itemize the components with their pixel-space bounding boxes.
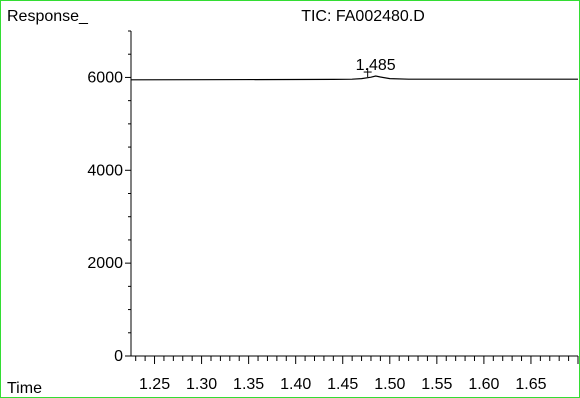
x-tick-label: 1.55 — [421, 376, 452, 393]
axes: 0 2000 4000 6000 1.25 1.30 1.35 1.40 1.45 1.50 1.5… — [87, 30, 579, 393]
tic-trace-line — [130, 75, 578, 81]
y-tick-label: 6000 — [87, 69, 123, 86]
x-tick-label: 1.65 — [515, 376, 546, 393]
x-tick-label: 1.35 — [233, 376, 264, 393]
x-tick-label: 1.30 — [186, 376, 217, 393]
annotation-layer: 1.485 — [356, 57, 396, 78]
x-tick-label: 1.40 — [280, 376, 311, 393]
x-tick-label: 1.50 — [374, 376, 405, 393]
y-tick-label: 4000 — [87, 162, 123, 179]
x-tick-label: 1.45 — [327, 376, 358, 393]
y-tick-label: 2000 — [87, 255, 123, 272]
x-axis-label: Time — [7, 380, 42, 397]
x-tick-label: 1.25 — [139, 376, 170, 393]
peak-label: 1.485 — [356, 57, 396, 74]
y-axis-label: Response_ — [7, 8, 89, 25]
series-layer — [130, 75, 578, 81]
chart-title: TIC: FA002480.D — [301, 8, 425, 25]
x-tick-label: 1.60 — [468, 376, 499, 393]
y-tick-label: 0 — [114, 348, 123, 365]
